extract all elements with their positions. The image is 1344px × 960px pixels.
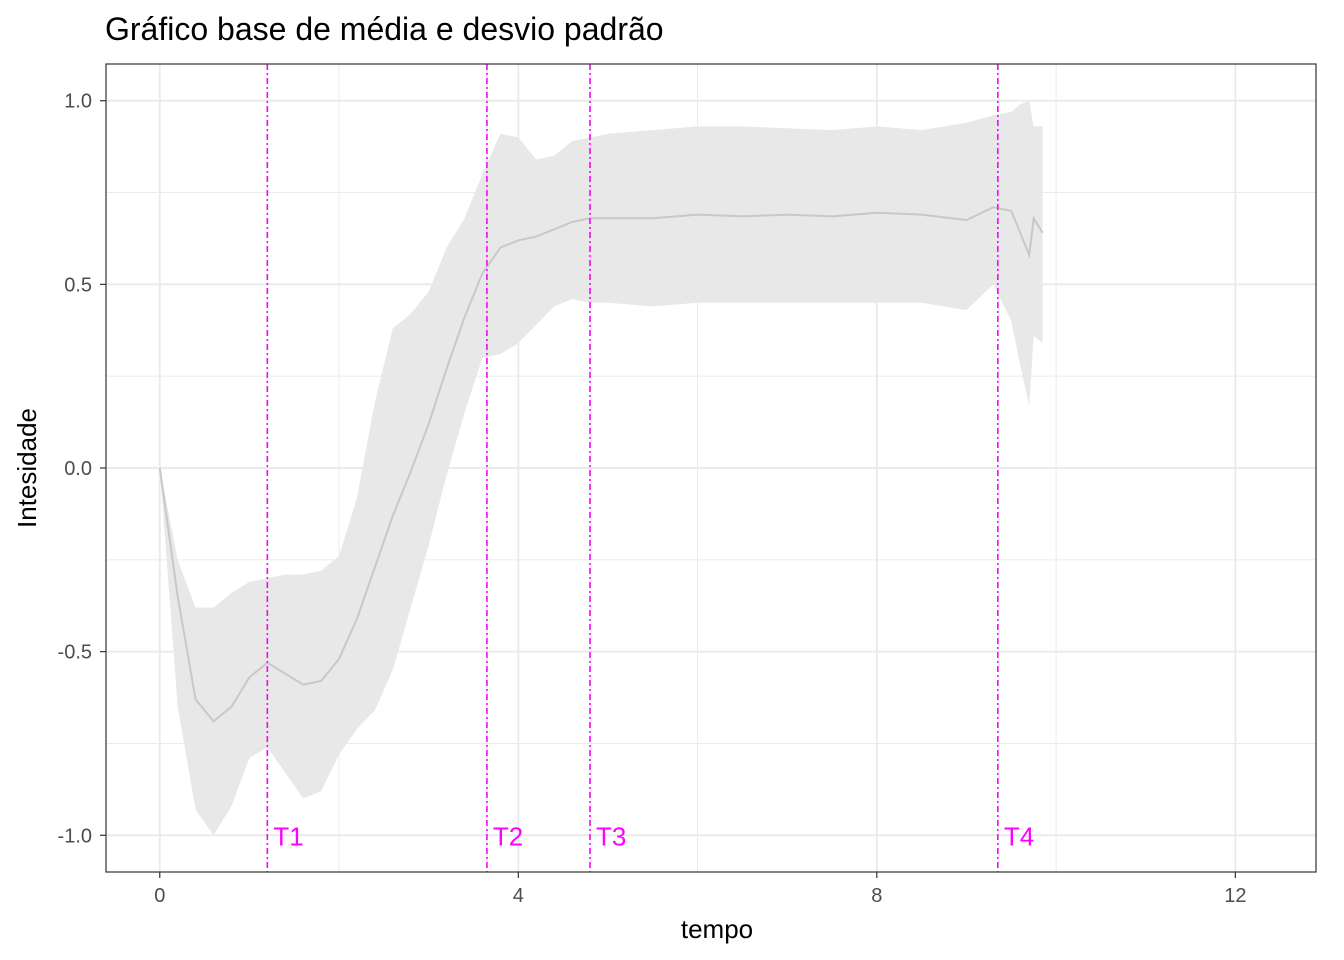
x-tick-label-1: 4 (513, 885, 524, 907)
mean-line (158, 206, 1044, 723)
x-tick-label-3: 12 (1224, 885, 1246, 907)
x-axis: 0 4 8 12 (154, 872, 1246, 907)
vertical-markers: T1 T2 T3 T4 (266, 64, 1034, 872)
y-tick-label-0: -1.0 (58, 825, 92, 847)
vline-label-t3: T3 (596, 821, 626, 851)
vline-label-t2: T2 (493, 821, 523, 851)
y-tick-label-2: 0.0 (64, 458, 92, 480)
y-tick-label-1: -0.5 (58, 642, 92, 664)
sd-band (159, 100, 1043, 836)
x-tick-label-2: 8 (871, 885, 882, 907)
plot-panel: T1 T2 T3 T4 (105, 63, 1317, 873)
x-tick-label-0: 0 (154, 885, 165, 907)
vline-label-t1: T1 (273, 821, 303, 851)
chart-title: Gráfico base de média e desvio padrão (105, 11, 664, 47)
vline-label-t4: T4 (1004, 821, 1034, 851)
y-tick-label-4: 1.0 (64, 91, 92, 113)
y-axis-title: Intesidade (12, 408, 42, 528)
x-axis-title: tempo (681, 914, 753, 944)
y-tick-label-3: 0.5 (64, 274, 92, 296)
y-axis: -1.0 -0.5 0.0 0.5 1.0 (58, 91, 106, 847)
